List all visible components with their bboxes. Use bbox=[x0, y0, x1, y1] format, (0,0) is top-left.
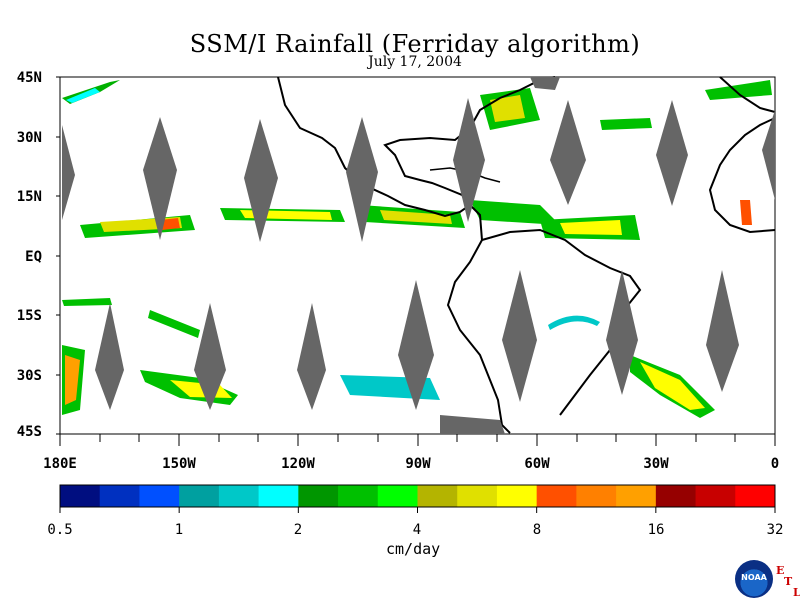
colorbar-swatch bbox=[99, 485, 140, 507]
colorbar-label-4: 4 bbox=[412, 522, 422, 538]
lon-label-150w: 150W bbox=[162, 456, 196, 472]
colorbar-swatch bbox=[139, 485, 180, 507]
map-title: SSM/I Rainfall (Ferriday algorithm) bbox=[189, 30, 641, 58]
colorbar-label-2: 2 bbox=[293, 522, 303, 538]
logo-letter-t: T bbox=[784, 575, 793, 588]
colorbar-swatch bbox=[258, 485, 299, 507]
colorbar-swatch bbox=[735, 485, 776, 507]
colorbar-label-16: 16 bbox=[647, 522, 665, 538]
logo-letter-e: E bbox=[776, 564, 785, 577]
map-date: July 17, 2004 bbox=[368, 54, 462, 70]
colorbar-swatch bbox=[695, 485, 736, 507]
colorbar-label-32: 32 bbox=[766, 522, 784, 538]
colorbar-label-0-5: 0.5 bbox=[47, 522, 73, 538]
coverage-gaps bbox=[62, 77, 775, 434]
colorbar-swatch bbox=[218, 485, 260, 507]
colorbar-swatch bbox=[417, 485, 458, 507]
colorbar-swatch bbox=[179, 485, 220, 507]
lon-label-180e: 180E bbox=[43, 456, 77, 472]
lon-label-0: 0 bbox=[770, 456, 780, 472]
colorbar-unit: cm/day bbox=[386, 540, 441, 558]
lat-label-30n: 30N bbox=[16, 130, 42, 146]
colorbar-label-8: 8 bbox=[532, 522, 542, 538]
colorbar-swatch bbox=[338, 485, 379, 507]
lon-label-120w: 120W bbox=[281, 456, 315, 472]
noaa-logo: NOAA bbox=[735, 560, 773, 598]
logo-letter-l: L bbox=[793, 586, 800, 599]
axis-ticks bbox=[56, 76, 776, 446]
lat-label-45s: 45S bbox=[16, 424, 42, 440]
colorbar-swatch bbox=[496, 485, 538, 507]
lat-label-eq: EQ bbox=[25, 249, 42, 265]
colorbar-swatch bbox=[457, 485, 498, 507]
lat-label-15n: 15N bbox=[16, 189, 42, 205]
lat-label-30s: 30S bbox=[16, 368, 42, 384]
colorbar-swatch bbox=[576, 485, 617, 507]
lat-label-45n: 45N bbox=[16, 70, 42, 86]
lon-label-90w: 90W bbox=[405, 456, 431, 472]
lat-label-15s: 15S bbox=[16, 308, 42, 324]
lon-label-30w: 30W bbox=[643, 456, 669, 472]
colorbar-swatch bbox=[655, 485, 697, 507]
lon-label-60w: 60W bbox=[524, 456, 550, 472]
colorbar-swatch bbox=[536, 485, 577, 507]
colorbar-label-1: 1 bbox=[174, 522, 184, 538]
colorbar-swatch bbox=[377, 485, 418, 507]
colorbar-swatch bbox=[298, 485, 339, 507]
colorbar bbox=[59, 484, 776, 513]
colorbar-swatch bbox=[616, 485, 657, 507]
colorbar-swatch bbox=[60, 485, 101, 507]
